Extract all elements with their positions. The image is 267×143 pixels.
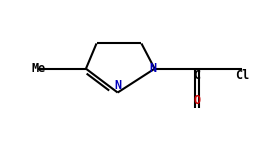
- Text: O: O: [193, 94, 201, 107]
- Text: N: N: [150, 62, 157, 75]
- Text: C: C: [193, 69, 201, 82]
- Text: Me: Me: [31, 62, 45, 75]
- Text: N: N: [114, 79, 121, 92]
- Text: Cl: Cl: [235, 69, 249, 82]
